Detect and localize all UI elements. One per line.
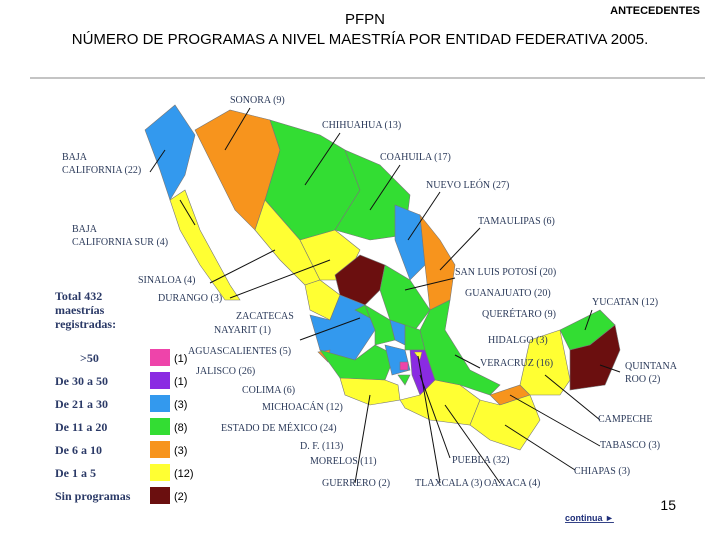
legend-range: Sin programas [55,489,131,503]
state [399,361,409,371]
state-label: MICHOACÁN (12) [262,401,343,413]
state-label: GUANAJUATO (20) [465,288,551,299]
state-label: TAMAULIPAS (6) [478,216,555,227]
legend-count: (3) [174,399,187,411]
state-label: BAJA [62,152,88,163]
state-label: CALIFORNIA SUR (4) [72,237,168,248]
legend-swatch [150,441,170,458]
state [569,324,621,391]
state-label: NUEVO LEÓN (27) [426,179,509,191]
next-link[interactable]: continua ► [565,513,614,523]
state-label: AGUASCALIENTES (5) [188,346,291,357]
state-label: VERACRUZ (16) [480,358,553,369]
legend-count: (1) [174,376,187,388]
state [364,304,396,346]
state-label: BAJA [72,224,98,235]
legend-range: De 1 a 5 [55,466,96,480]
state-label: SAN LUIS POTOSÍ (20) [455,266,556,278]
legend-swatch [150,487,170,504]
legend-range: >50 [80,351,99,365]
state [144,104,196,201]
total-note: Total 432 [55,289,102,303]
legend-count: (8) [174,422,187,434]
state-label: QUERÉTARO (9) [482,308,556,320]
section-tag: ANTECEDENTES [610,5,700,17]
legend-count: (3) [174,445,187,457]
state [469,394,541,451]
state-label: GUERRERO (2) [322,478,390,489]
state [419,214,456,311]
state-label: COLIMA (6) [242,385,295,396]
legend-range: De 11 a 20 [55,420,107,434]
state-label: ZACATECAS [236,311,294,322]
title-line: PFPN [345,11,385,28]
state [394,204,426,281]
state-label: QUINTANA [625,361,678,372]
state-label: ESTADO DE MÉXICO (24) [221,422,337,434]
state-label: TABASCO (3) [600,440,660,451]
legend-swatch [150,395,170,412]
legend-swatch [150,418,170,435]
legend-count: (12) [174,468,194,480]
legend-count: (1) [174,353,187,365]
state-label: D. F. (113) [300,441,343,452]
state-label: PUEBLA (32) [452,455,510,466]
legend-range: De 30 a 50 [55,374,108,388]
state-label: CHIHUAHUA (13) [322,120,401,131]
state-label: HIDALGO (3) [488,335,548,346]
page-number: 15 [660,497,676,513]
state [334,149,411,241]
legend-swatch [150,464,170,481]
state-label: CAMPECHE [598,414,652,425]
total-note: registradas: [55,317,116,331]
state-label: COAHUILA (17) [380,152,451,163]
legend-swatch [150,372,170,389]
state-label: SINALOA (4) [138,275,196,286]
state-label: ROO (2) [625,374,660,385]
state-label: JALISCO (26) [196,366,255,377]
legend-count: (2) [174,491,187,503]
state-label: DURANGO (3) [158,293,222,304]
total-note: maestrías [55,303,105,317]
map [144,104,621,451]
state [397,374,411,386]
state [169,189,241,301]
legend-swatch [150,349,170,366]
state-label: NAYARIT (1) [214,325,271,336]
map-labels: SONORA (9) CHIHUAHUA (13) BAJA CALIFORNIA (… [62,95,678,489]
legend-range: De 6 a 10 [55,443,102,457]
legend-range: De 21 a 30 [55,397,108,411]
state-label: CALIFORNIA (22) [62,165,141,176]
title-line: NÚMERO DE PROGRAMAS A NIVEL MAESTRÍA POR… [72,31,649,48]
state-label: OAXACA (4) [484,478,540,489]
state-label: MORELOS (11) [310,456,377,467]
state [339,377,401,406]
state-label: YUCATAN (12) [592,297,658,308]
state-label: CHIAPAS (3) [574,466,630,477]
leader-lines [149,107,621,484]
state-label: SONORA (9) [230,95,285,106]
state-label: TLAXCALA (3) [415,478,483,489]
